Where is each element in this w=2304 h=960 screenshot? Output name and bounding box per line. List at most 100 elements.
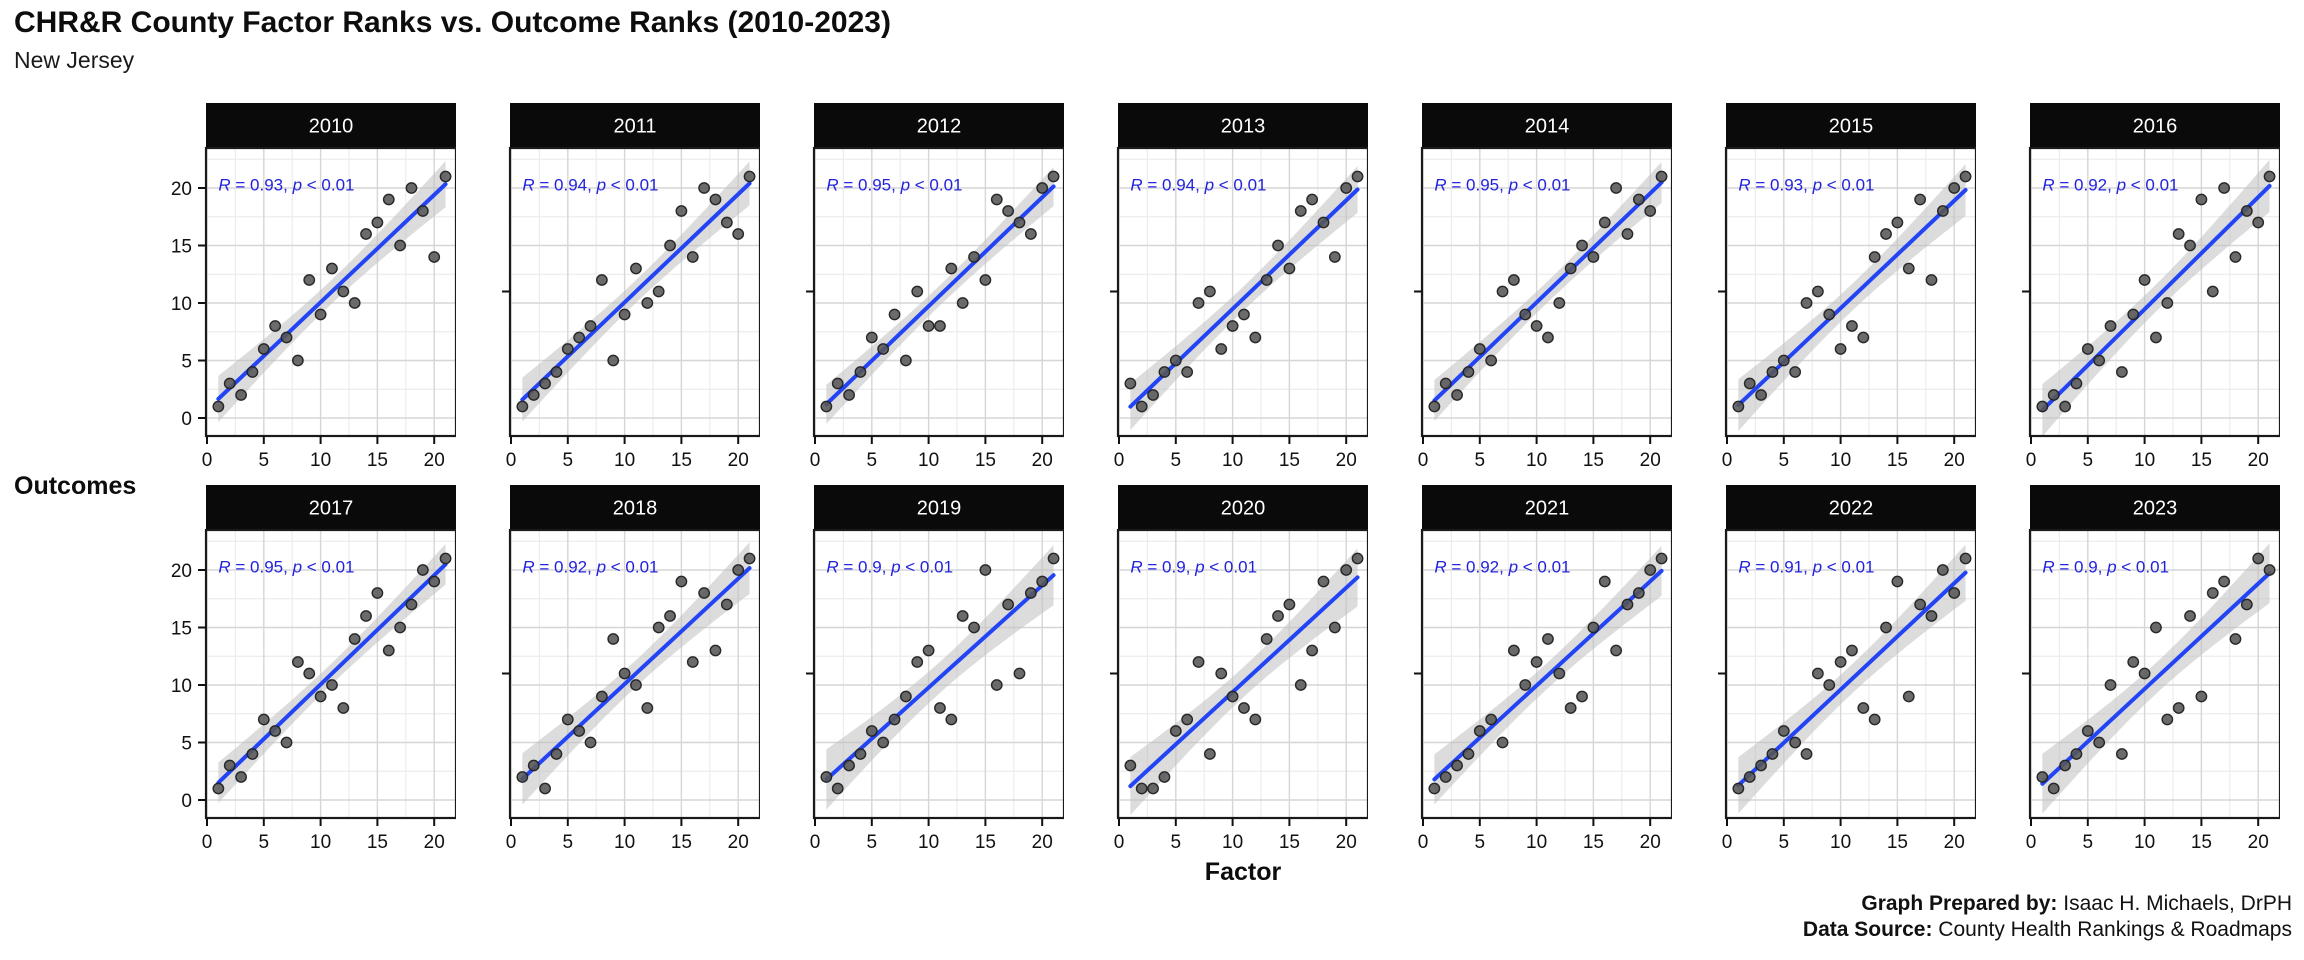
data-point bbox=[314, 690, 327, 703]
data-point bbox=[664, 239, 676, 252]
y-tick-label: 10 bbox=[171, 294, 192, 315]
x-tick-label: 15 bbox=[671, 450, 692, 471]
plot-area: R = 0.9, p < 0.01 0 5 10 15 20 bbox=[1110, 528, 1368, 853]
data-point bbox=[1036, 182, 1049, 194]
x-tick-label: 0 bbox=[1114, 450, 1125, 471]
data-point bbox=[595, 274, 608, 286]
data-point bbox=[1755, 759, 1767, 772]
data-point bbox=[235, 389, 247, 401]
data-point bbox=[2172, 702, 2185, 714]
data-point bbox=[675, 575, 688, 588]
x-tick-label: 15 bbox=[367, 832, 388, 853]
data-point bbox=[1439, 377, 1452, 390]
facet-year-label: 2018 bbox=[613, 498, 658, 520]
data-point bbox=[2081, 725, 2094, 737]
x-tick-label: 5 bbox=[259, 450, 270, 471]
data-point bbox=[1587, 621, 1600, 634]
data-point bbox=[664, 610, 676, 622]
facet-strip bbox=[2030, 103, 2280, 148]
data-point bbox=[1272, 239, 1284, 252]
y-tick-label: 10 bbox=[171, 676, 192, 697]
data-point bbox=[1047, 170, 1060, 183]
data-point bbox=[291, 354, 304, 367]
facet-year-label: 2014 bbox=[1525, 116, 1570, 138]
data-point bbox=[1823, 308, 1836, 321]
data-point bbox=[2059, 400, 2071, 413]
correlation-annotation: R = 0.92, p < 0.01 bbox=[2042, 176, 2178, 195]
year-panel-2013: 2013 R = 0.94, p < 0.01 0 5 10 15 20 bbox=[1110, 103, 1368, 471]
data-point bbox=[1024, 228, 1037, 240]
year-panel-2019: 2019 R = 0.9, p < 0.01 0 5 10 15 20 bbox=[806, 485, 1064, 853]
data-point bbox=[1169, 725, 1182, 737]
data-point bbox=[2195, 690, 2208, 703]
data-point bbox=[2161, 713, 2174, 726]
data-point bbox=[584, 320, 597, 332]
data-point bbox=[360, 228, 372, 240]
year-panel-2012: 2012 R = 0.95, p < 0.01 0 5 10 15 20 bbox=[806, 103, 1064, 471]
data-point bbox=[1530, 656, 1543, 668]
x-tick-label: 10 bbox=[918, 832, 939, 853]
data-point bbox=[2161, 297, 2174, 309]
data-point bbox=[843, 389, 855, 401]
x-tick-label: 10 bbox=[310, 450, 331, 471]
data-point bbox=[1328, 251, 1341, 263]
x-tick-label: 10 bbox=[1526, 832, 1547, 853]
x-tick-label: 15 bbox=[671, 832, 692, 853]
data-point bbox=[2138, 274, 2151, 286]
facet-strip bbox=[814, 103, 1064, 148]
data-point bbox=[865, 331, 878, 344]
data-point bbox=[1621, 228, 1634, 240]
data-point bbox=[709, 644, 722, 657]
y-tick-label: 5 bbox=[181, 734, 192, 755]
data-point bbox=[348, 633, 361, 645]
data-point bbox=[698, 587, 711, 599]
data-point bbox=[2036, 400, 2049, 413]
data-point bbox=[2206, 285, 2219, 298]
data-point bbox=[246, 748, 259, 760]
facet-year-label: 2019 bbox=[917, 498, 962, 520]
x-tick-label: 10 bbox=[1222, 832, 1243, 853]
data-point bbox=[1283, 598, 1296, 611]
y-tick-label: 5 bbox=[181, 352, 192, 373]
x-tick-label: 5 bbox=[1779, 832, 1790, 853]
year-panel-2018: 2018 R = 0.92, p < 0.01 0 5 10 15 20 bbox=[502, 485, 760, 853]
data-point bbox=[2218, 182, 2231, 194]
data-point bbox=[1272, 610, 1284, 622]
regression-line bbox=[520, 181, 752, 402]
plot-area: R = 0.95, p < 0.01 0 5 10 15 20 bbox=[1414, 146, 1672, 471]
data-point bbox=[1777, 354, 1790, 367]
data-point bbox=[1621, 598, 1634, 611]
data-point bbox=[1306, 193, 1319, 206]
data-point bbox=[1632, 193, 1645, 206]
data-point bbox=[405, 598, 418, 611]
data-point bbox=[527, 759, 540, 772]
data-point bbox=[2263, 170, 2276, 183]
facet-year-label: 2013 bbox=[1221, 116, 1266, 138]
data-point bbox=[911, 656, 924, 668]
data-point bbox=[1880, 621, 1892, 634]
data-point bbox=[2240, 205, 2253, 217]
data-point bbox=[291, 656, 304, 668]
correlation-annotation: R = 0.93, p < 0.01 bbox=[218, 176, 354, 195]
data-point bbox=[1743, 377, 1756, 390]
data-point bbox=[280, 331, 293, 344]
regression-line bbox=[2040, 183, 2272, 413]
y-tick-label: 0 bbox=[181, 409, 192, 430]
data-point bbox=[1439, 771, 1452, 783]
year-panel-2020: 2020 R = 0.9, p < 0.01 0 5 10 15 20 bbox=[1110, 485, 1368, 853]
data-point bbox=[1632, 587, 1645, 599]
x-tick-label: 20 bbox=[1032, 832, 1053, 853]
data-point bbox=[371, 587, 384, 599]
facet-strip bbox=[1726, 485, 1976, 530]
correlation-annotation: R = 0.92, p < 0.01 bbox=[1434, 558, 1570, 577]
data-point bbox=[1507, 274, 1520, 286]
data-point bbox=[720, 598, 733, 611]
data-point bbox=[1203, 748, 1216, 760]
x-tick-label: 20 bbox=[1944, 450, 1965, 471]
data-point bbox=[235, 771, 247, 783]
data-point bbox=[1542, 331, 1554, 344]
data-point bbox=[1811, 667, 1824, 680]
facet-strip bbox=[1118, 103, 1368, 148]
x-tick-label: 0 bbox=[506, 450, 517, 471]
data-point bbox=[416, 564, 429, 576]
